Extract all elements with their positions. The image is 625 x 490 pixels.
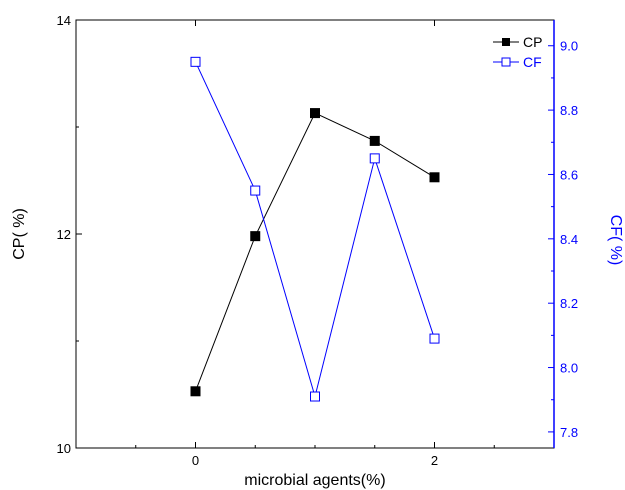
data-point-cp	[429, 172, 440, 183]
left-axis-label: CP( %)	[11, 208, 28, 260]
x-tick-label: 2	[431, 453, 438, 468]
right-tick-label: 8.6	[560, 167, 578, 182]
right-tick-label: 8.8	[560, 103, 578, 118]
right-axis-label: CF( %)	[607, 215, 624, 266]
legend-marker-cf	[501, 57, 511, 67]
right-tick-label: 8.4	[560, 232, 578, 247]
data-point-cf	[250, 185, 261, 196]
plot-frame	[75, 19, 555, 449]
x-tick-label: 0	[192, 453, 199, 468]
data-point-cp	[369, 135, 380, 146]
right-tick-label: 8.0	[560, 361, 578, 376]
data-point-cp	[310, 108, 320, 119]
data-point-cf	[429, 333, 440, 344]
x-axis-label: microbial agents(%)	[244, 472, 385, 489]
right-tick-label: 7.8	[560, 425, 578, 440]
legend-label-cf: CF	[523, 54, 542, 70]
legend: CP CF	[493, 34, 542, 70]
right-tick-label: 9.0	[560, 39, 578, 54]
data-point-cf	[310, 391, 320, 402]
right-tick-label: 8.2	[560, 296, 578, 311]
series-layer	[190, 56, 440, 402]
left-tick-label: 14	[57, 13, 71, 28]
data-point-cf	[190, 56, 201, 67]
data-point-cp	[190, 386, 201, 397]
right-axis-ticks: 7.8 8.0 8.2 8.4 8.6 8.8 9.0	[548, 39, 578, 440]
left-tick-label: 10	[57, 441, 71, 456]
data-point-cp	[250, 231, 261, 242]
legend-marker-cp	[502, 38, 510, 46]
left-axis-ticks: 10 12 14	[57, 13, 82, 456]
series-line-cp	[195, 112, 435, 392]
legend-label-cp: CP	[523, 34, 542, 50]
data-point-cf	[369, 153, 380, 164]
left-tick-label: 12	[57, 227, 71, 242]
